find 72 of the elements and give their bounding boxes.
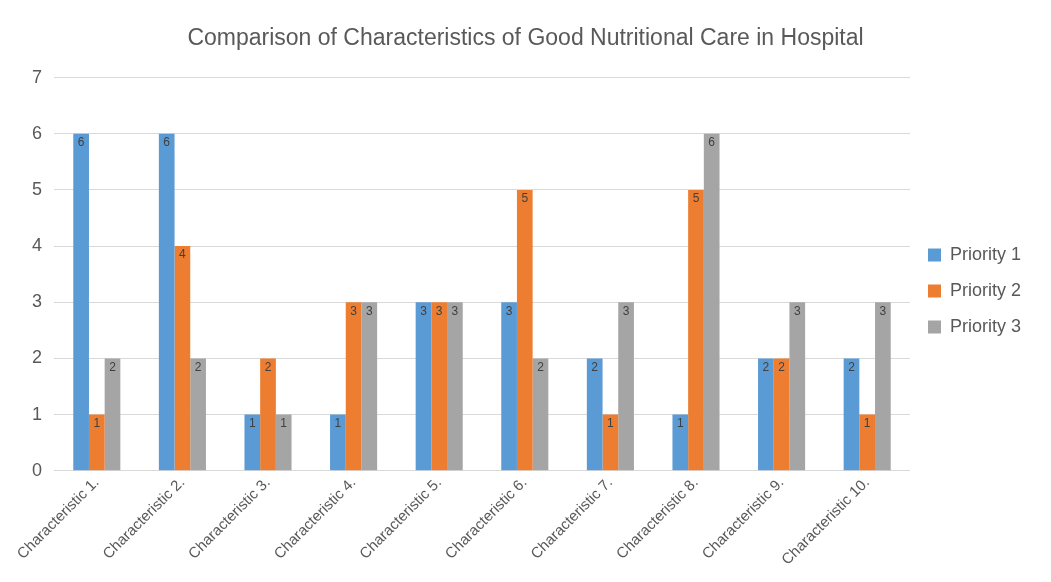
bar [361,302,378,471]
bar [789,302,806,471]
data-label: 2 [537,359,545,374]
data-label: 1 [280,415,288,430]
bar [260,358,276,471]
data-label: 1 [334,415,342,430]
data-label: 4 [179,247,187,262]
data-label: 2 [194,359,202,374]
bar [330,414,346,471]
data-label: 2 [848,359,856,374]
y-tick-label: 0 [32,459,43,480]
legend-label: Priority 3 [949,315,1021,336]
data-label: 5 [521,191,529,206]
data-label: 6 [77,135,85,150]
y-tick-label: 4 [32,235,43,256]
data-label: 3 [420,303,428,318]
data-label: 3 [435,303,443,318]
data-label: 5 [692,191,700,206]
legend-label: Priority 1 [949,243,1021,264]
data-label: 3 [879,303,887,318]
bar [431,302,448,471]
data-label: 2 [109,359,117,374]
bar [447,302,463,471]
data-label: 3 [365,303,373,318]
bar [758,358,774,471]
legend-label: Priority 2 [949,279,1021,300]
y-tick-label: 3 [32,291,43,312]
bar [516,189,533,471]
bar [773,358,790,471]
bar [602,414,619,471]
y-tick-label: 2 [32,347,43,368]
data-label: 2 [762,359,770,374]
bar [73,133,89,471]
data-label: 2 [591,359,599,374]
bar [345,302,362,471]
bar [104,358,121,471]
bar [586,358,603,471]
data-label: 1 [676,415,684,430]
data-label: 1 [248,415,256,430]
y-tick-label: 6 [32,122,43,143]
bar [672,414,689,471]
bar [190,358,206,471]
bar [501,302,517,471]
data-label: 3 [350,303,358,318]
data-label: 3 [451,303,459,318]
data-label: 6 [708,135,716,150]
bar [174,246,191,471]
bar [703,133,720,471]
bar [859,414,876,471]
data-label: 2 [778,359,786,374]
bar [415,302,432,471]
data-label: 3 [793,303,801,318]
bar [688,189,704,471]
y-tick-label: 7 [32,66,43,87]
data-label: 3 [505,303,513,318]
data-label: 1 [93,415,101,430]
bar [88,414,105,471]
data-label: 1 [863,415,871,430]
bar [244,414,261,471]
bar [275,414,292,471]
data-label: 3 [622,303,630,318]
bar [875,302,891,471]
bar [158,133,175,471]
chart-title: Comparison of Characteristics of Good Nutritional Care in Hospital [187,24,864,51]
bar [532,358,549,471]
bar [618,302,634,471]
data-label: 1 [607,415,615,430]
data-label: 2 [264,359,272,374]
y-tick-label: 1 [32,403,43,424]
bar [843,358,860,471]
y-tick-label: 5 [32,178,43,199]
data-label: 6 [163,135,171,150]
